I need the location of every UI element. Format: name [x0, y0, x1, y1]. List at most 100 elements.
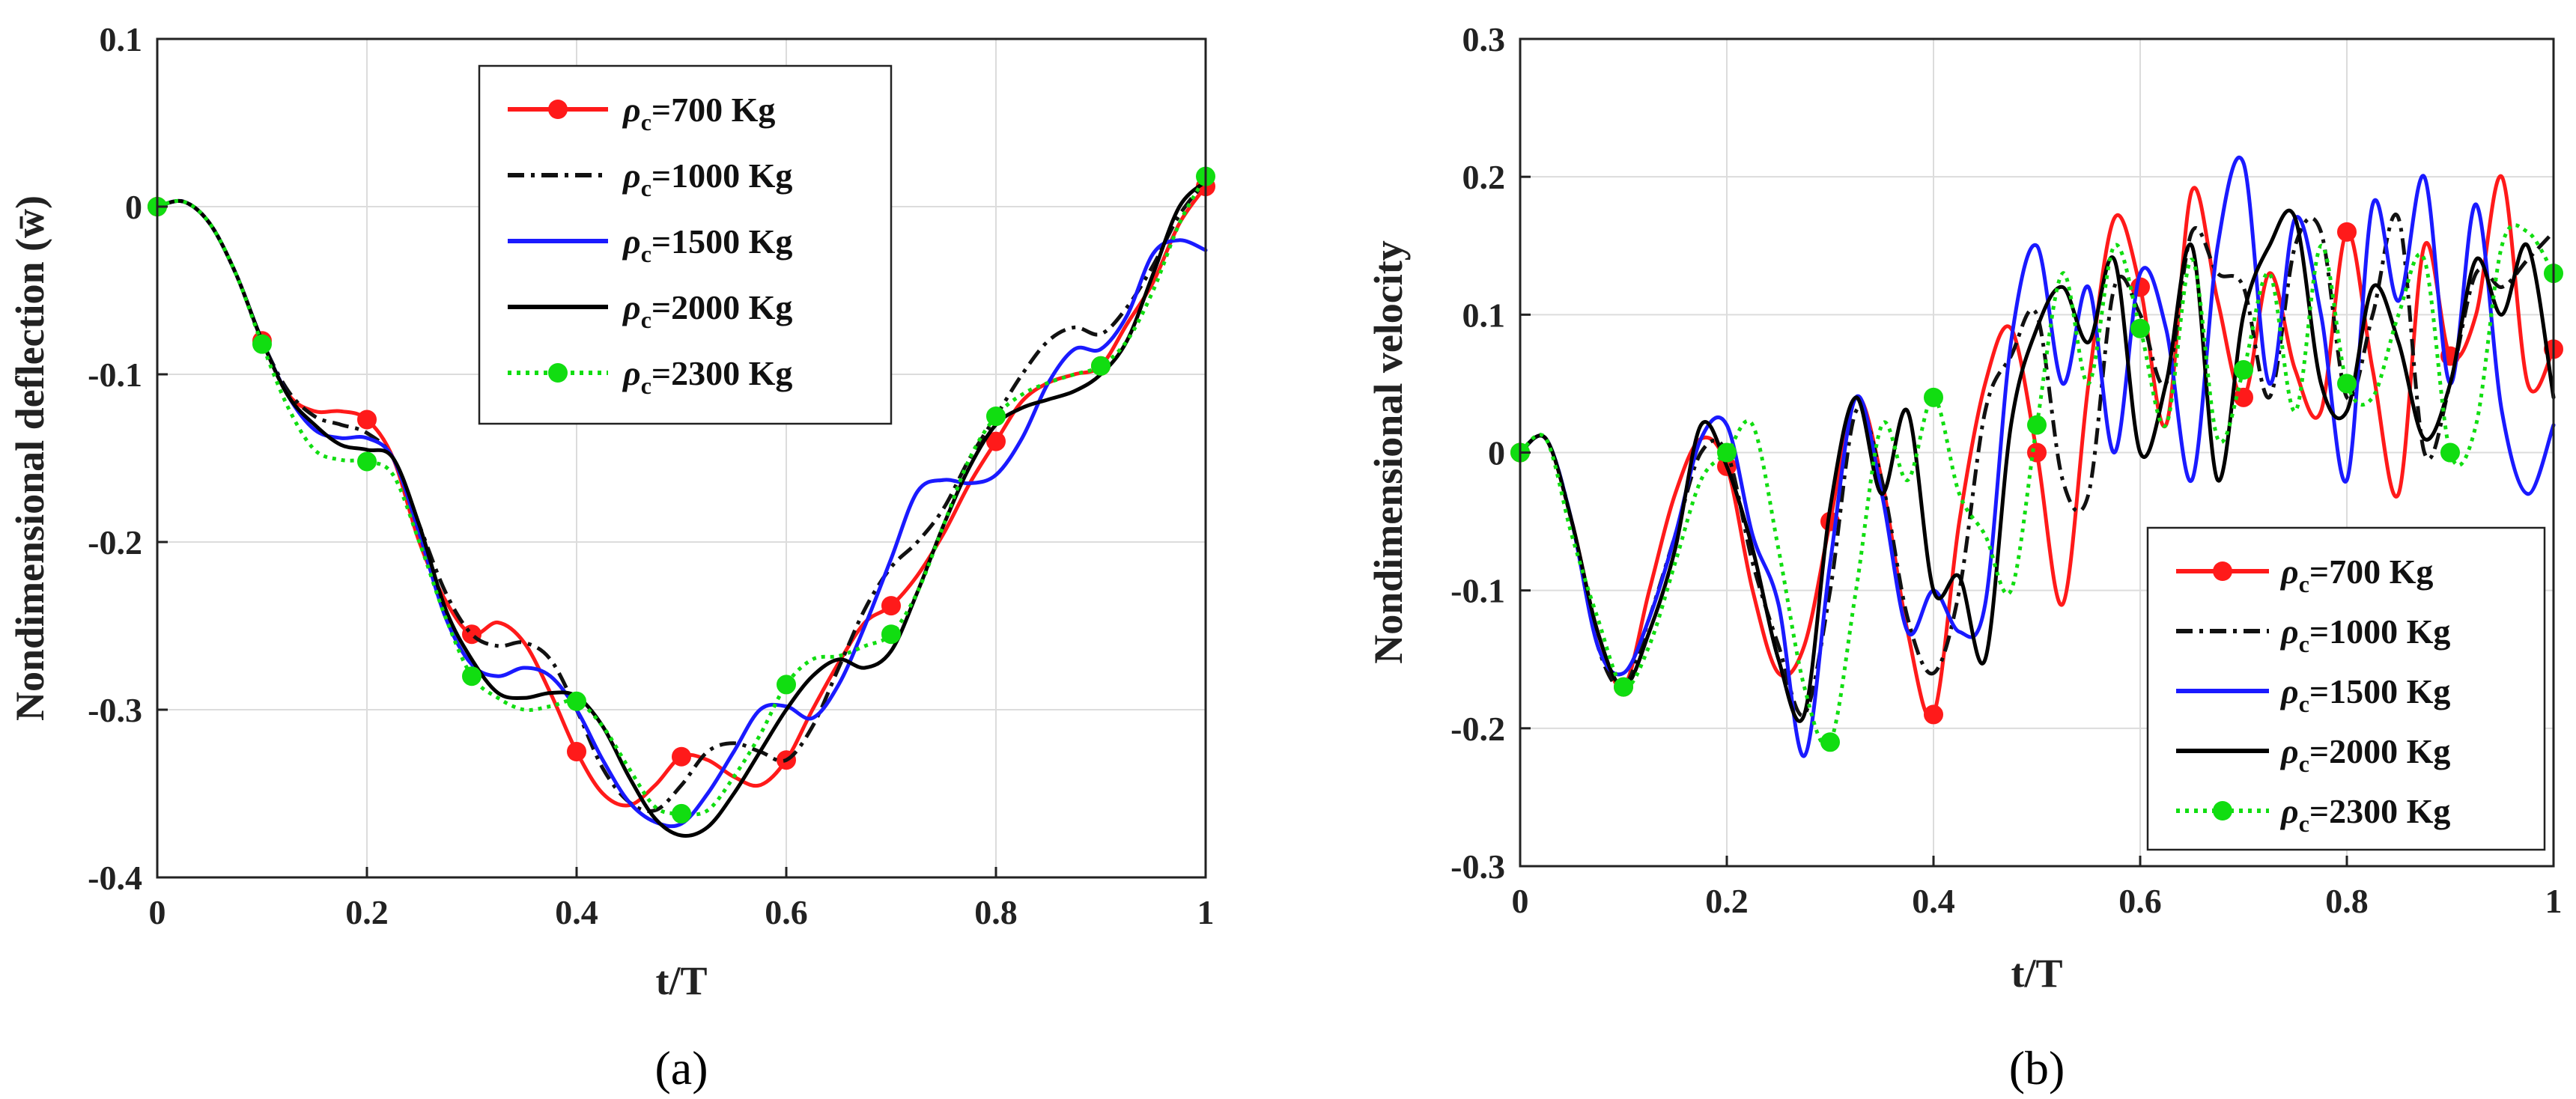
legend-label-subscript: c: [2299, 630, 2309, 657]
legend-label-text: =1000 Kg: [651, 156, 793, 195]
ticks-b: 0 0.2 0.4 0.6 0.8 1 -0.3 -0.2 -0.1 0 0.1 0.2 0.3: [1450, 20, 2562, 920]
legend-label-subscript: c: [2299, 810, 2309, 837]
legend-label-subscript: c: [641, 174, 651, 201]
legend-label: ρc=1500 Kg: [622, 222, 792, 267]
y-tick-label: 0: [125, 188, 142, 226]
legend-label-symbol: ρ: [622, 222, 641, 261]
y-tick-label: -0.1: [1450, 572, 1505, 610]
legend-label: ρc=700 Kg: [2279, 552, 2433, 597]
plot-frame-a: [156, 37, 1207, 879]
legend-label: ρc=1000 Kg: [622, 156, 792, 201]
x-tick-label: 0.6: [2118, 882, 2162, 920]
legend-label: ρc=1500 Kg: [2279, 672, 2450, 717]
series-marker: [2130, 277, 2150, 297]
series-marker: [357, 451, 377, 472]
series-marker: [881, 624, 901, 645]
legend-label-subscript: c: [641, 109, 651, 136]
ticks-a: 0 0.2 0.4 0.6 0.8 1 -0.4 -0.3 -0.2 -0.1 0 0.1: [88, 20, 1214, 931]
legend-label: ρc=2300 Kg: [2279, 792, 2450, 837]
series-marker: [357, 410, 377, 430]
legend-label-text: =1000 Kg: [2309, 612, 2451, 651]
legend-label-subscript: c: [641, 306, 651, 333]
x-tick-label: 1: [1197, 893, 1215, 931]
series-marker: [986, 431, 1006, 451]
y-tick-label: -0.4: [88, 859, 142, 897]
legend-label-symbol: ρ: [2279, 612, 2299, 651]
chart-panel-b: 0 0.2 0.4 0.6 0.8 1 -0.3 -0.2 -0.1 0 0.1 0.2 0.3 t/T…: [1366, 20, 2563, 1095]
series-marker: [2440, 442, 2460, 463]
legend-label-symbol: ρ: [2279, 732, 2299, 770]
series-line-2000: [155, 179, 1208, 838]
series-marker: [1820, 732, 1840, 752]
y-tick-label: 0.1: [100, 20, 143, 58]
legend-label-text: =2000 Kg: [651, 288, 793, 326]
legend-label: ρc=700 Kg: [622, 91, 775, 136]
legend-marker: [2213, 801, 2232, 821]
x-tick-label: 0: [1512, 882, 1529, 920]
series-marker: [2130, 318, 2150, 338]
series-marker: [1717, 442, 1737, 463]
y-axis-label-b: Nondimensional velocity: [1366, 240, 1411, 664]
series-marker: [567, 691, 586, 711]
legend-label-subscript: c: [2299, 690, 2309, 717]
legend-label-symbol: ρ: [622, 156, 641, 195]
legend-label-text: =700 Kg: [651, 91, 776, 129]
legend-label-text: =1500 Kg: [651, 222, 793, 261]
legend-label-symbol: ρ: [622, 91, 641, 129]
series-marker: [2337, 222, 2357, 242]
series-line-1000: [157, 180, 1207, 814]
legend-label-subscript: c: [2299, 750, 2309, 777]
series-marker: [881, 596, 901, 616]
legend-label-text: =2300 Kg: [2309, 792, 2451, 830]
chart-panel-a: 0 0.2 0.4 0.6 0.8 1 -0.4 -0.3 -0.2 -0.1 0 0.1 t/T N…: [7, 20, 1215, 1095]
y-tick-label: 0.3: [1462, 20, 1506, 58]
y-tick-label: -0.3: [88, 691, 142, 729]
legend-label-symbol: ρ: [2279, 792, 2299, 830]
caption-a: (a): [654, 1041, 708, 1095]
legend-label-text: =700 Kg: [2309, 552, 2434, 591]
legend-label: ρc=2000 Kg: [622, 288, 792, 333]
y-tick-label: 0.1: [1462, 296, 1506, 334]
x-tick-label: 0.4: [1912, 882, 1955, 920]
legend-label-symbol: ρ: [2279, 552, 2299, 591]
x-tick-label: 0.8: [974, 893, 1018, 931]
y-tick-label: 0: [1488, 434, 1505, 472]
series-marker: [2234, 360, 2253, 380]
series-marker: [462, 666, 482, 687]
series-group-a: [148, 166, 1215, 838]
legend-marker: [548, 363, 568, 383]
y-tick-label: 0.2: [1462, 158, 1506, 196]
legend-box: [478, 64, 893, 425]
legend-label-symbol: ρ: [622, 354, 641, 392]
legend-label: ρc=1000 Kg: [2279, 612, 2450, 657]
legend-marker: [2213, 561, 2232, 581]
x-axis-label-a: t/T: [655, 958, 707, 1003]
series-line-1500: [1518, 155, 2556, 758]
x-tick-label: 0.2: [1705, 882, 1749, 920]
series-marker: [1924, 704, 1943, 725]
x-axis-label-b: t/T: [2011, 951, 2062, 996]
series-marker: [1091, 356, 1111, 376]
y-tick-label: -0.2: [1450, 710, 1505, 748]
legend-label: ρc=2300 Kg: [622, 354, 792, 399]
legend-label-text: =2000 Kg: [2309, 732, 2451, 770]
series-marker: [2027, 415, 2047, 435]
x-tick-label: 1: [2545, 882, 2563, 920]
series-marker: [252, 334, 272, 354]
series-marker: [1614, 677, 1633, 697]
y-tick-label: -0.1: [88, 356, 142, 394]
x-tick-label: 0.2: [345, 893, 389, 931]
caption-b: (b): [2009, 1041, 2065, 1095]
legend-label-subscript: c: [641, 372, 651, 399]
series-marker: [777, 675, 796, 695]
y-tick-label: -0.2: [88, 523, 142, 561]
legend-label-subscript: c: [2299, 570, 2309, 597]
legend-marker: [548, 100, 568, 119]
legend-label-text: =1500 Kg: [2309, 672, 2451, 710]
series-marker: [1924, 387, 1943, 407]
x-tick-label: 0: [149, 893, 166, 931]
y-axis-label-a: Nondimensional deflection (w̄): [7, 195, 52, 721]
